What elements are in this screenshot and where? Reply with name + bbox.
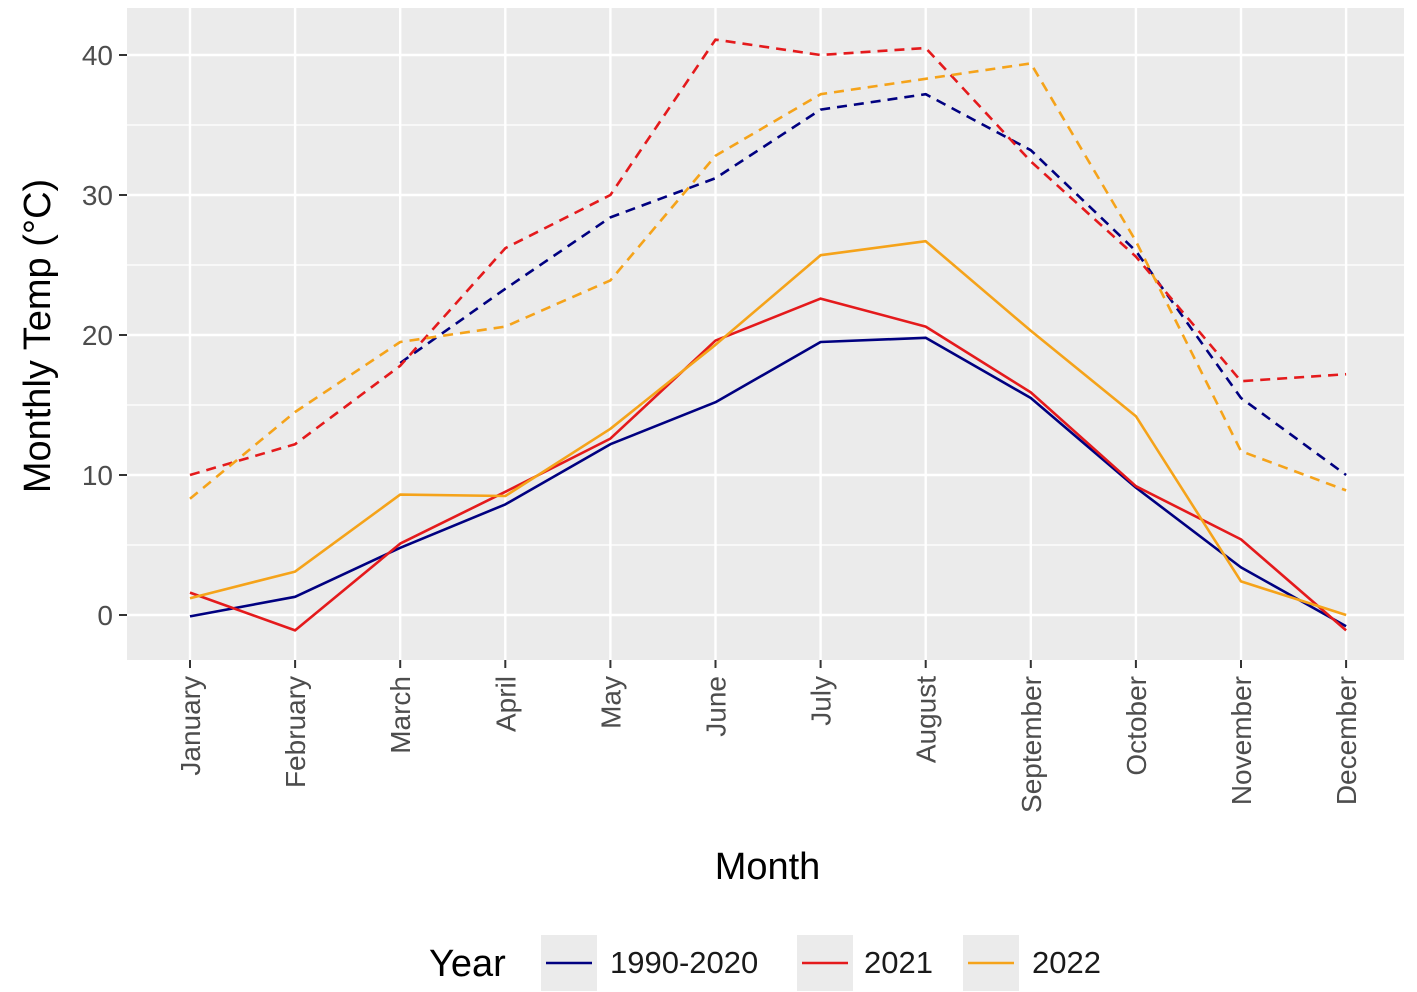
y-tick-label: 40 bbox=[82, 40, 113, 71]
x-tick-label: December bbox=[1331, 676, 1362, 805]
x-tick-label: April bbox=[490, 676, 521, 732]
x-tick-label: June bbox=[701, 676, 732, 737]
gridlines bbox=[127, 8, 1404, 660]
y-tick-label: 30 bbox=[82, 180, 113, 211]
legend-entry-label: 2021 bbox=[864, 945, 933, 980]
x-tick-label: February bbox=[280, 676, 311, 788]
y-tick-label: 20 bbox=[82, 320, 113, 351]
x-tick-label: July bbox=[806, 676, 837, 726]
x-tick-label: March bbox=[385, 676, 416, 754]
x-tick-label: September bbox=[1016, 676, 1047, 813]
series-line-1990-2020-max bbox=[399, 92, 1347, 477]
x-tick-label: August bbox=[911, 676, 942, 763]
y-axis-title: Monthly Temp (°C) bbox=[17, 179, 59, 493]
series-line-2022-max bbox=[189, 62, 1347, 500]
series-line-2022-mean bbox=[189, 239, 1347, 617]
series-line-2021-mean bbox=[189, 297, 1347, 632]
series-line-2021-max bbox=[189, 38, 1347, 477]
legend: Year 1990-2020 2021 2022 bbox=[429, 935, 1101, 991]
series-lines bbox=[189, 38, 1347, 632]
x-tick-label: May bbox=[595, 676, 626, 729]
x-tick-label: October bbox=[1121, 676, 1152, 776]
x-tick-label: November bbox=[1226, 676, 1257, 805]
y-tick-label: 0 bbox=[97, 600, 113, 631]
x-tick-label: January bbox=[175, 676, 206, 776]
legend-title: Year bbox=[429, 943, 506, 985]
series-line-1990-2020-mean bbox=[189, 336, 1347, 628]
legend-entry-label: 1990-2020 bbox=[610, 945, 758, 980]
x-axis-title: Month bbox=[715, 846, 821, 888]
y-tick-label: 10 bbox=[82, 460, 113, 491]
axes: 0 10 20 30 40 January February March April May Jun… bbox=[82, 40, 1362, 813]
legend-entry-label: 2022 bbox=[1032, 945, 1101, 980]
